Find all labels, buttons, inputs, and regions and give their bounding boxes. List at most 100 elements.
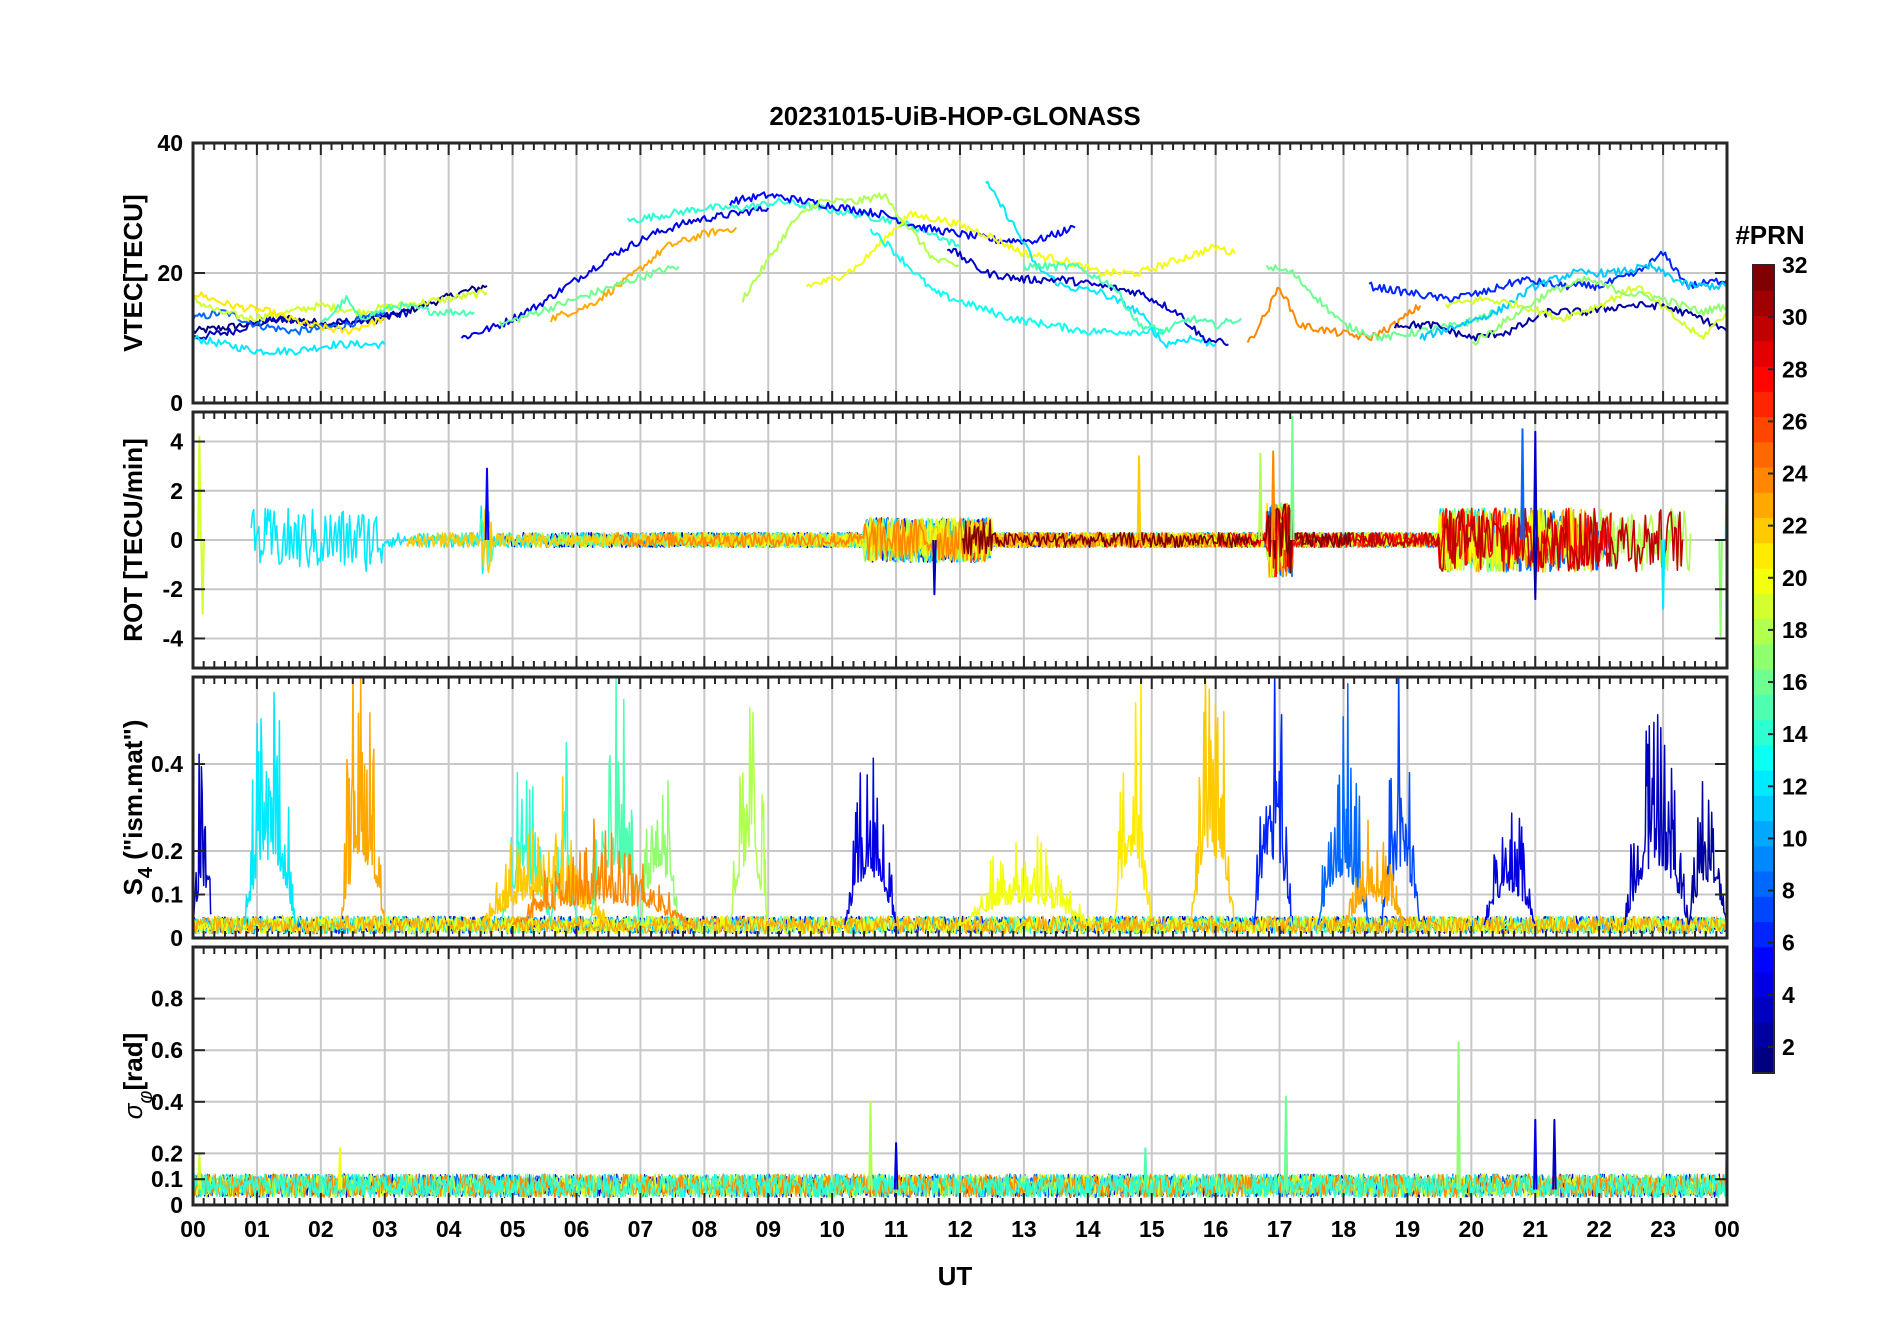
s4-burst-prn-22 (1189, 677, 1236, 926)
x-tick-label: 03 (372, 1216, 398, 1242)
vtec-series-prn-12 (193, 334, 386, 356)
x-tick-label: 20 (1459, 1216, 1485, 1242)
sigma-spike (337, 1147, 343, 1190)
rot-spike (1533, 430, 1538, 541)
s4-burst-prn-3 (193, 753, 212, 926)
colorbar-segment (1753, 441, 1774, 468)
colorbar-segment (1753, 921, 1774, 948)
y-tick-label: 0.2 (151, 838, 183, 864)
vtec-series-prn-24 (1246, 286, 1422, 343)
colorbar-tick-label: 12 (1782, 773, 1808, 799)
s4-burst-prn-24 (511, 818, 692, 926)
colorbar-tick-label: 26 (1782, 408, 1808, 434)
vtec-series-prn-11 (1419, 261, 1727, 341)
y-tick-label: 0.1 (151, 882, 183, 908)
colorbar-title: #PRN (1735, 220, 1804, 250)
s4-baseline-prn-20 (193, 915, 1727, 935)
vtec-series-prn-16 (498, 265, 680, 328)
rot-spike (1533, 539, 1538, 601)
x-tick-label: 04 (436, 1216, 462, 1242)
rot-spike (200, 539, 205, 615)
chart-title: 20231015-UiB-HOP-GLONASS (769, 101, 1140, 131)
colorbar-segment (1753, 340, 1774, 367)
s4-burst-prn-23 (1342, 819, 1408, 926)
x-tick-label: 12 (947, 1216, 973, 1242)
y-tick-label: 0 (170, 1192, 183, 1218)
vtec-series-prn-15 (1022, 261, 1242, 335)
x-tick-label: 13 (1011, 1216, 1037, 1242)
x-tick-label: 11 (884, 1216, 909, 1242)
panel-vtec: 0 20 40 VTEC[TECU] (118, 130, 1729, 416)
s4-burst-prn-18 (729, 706, 769, 926)
vtec-series-prn-20 (805, 210, 1236, 288)
colorbar-tick-label: 24 (1782, 461, 1808, 487)
s4-burst-prn-23 (339, 677, 386, 926)
rot-spike (1258, 452, 1263, 541)
vtec-series-prn-19 (193, 288, 488, 323)
rot-spike (1270, 450, 1276, 541)
colorbar-segment (1753, 643, 1774, 670)
y-axis-label: ROT [TECU/min] (118, 438, 148, 642)
colorbar-segment (1753, 593, 1774, 620)
rot-spike (1660, 539, 1666, 610)
x-tick-label: 14 (1075, 1216, 1101, 1242)
colorbar-segment (1753, 719, 1774, 746)
vtec-series-prn-18 (741, 192, 961, 303)
colorbar-tick-label: 4 (1782, 982, 1795, 1008)
rot-spike (1290, 415, 1295, 541)
vtec-series-prn-8 (193, 309, 386, 336)
y-tick-label: 0.6 (151, 1037, 183, 1063)
panel-s4: 0 0.1 0.2 0.4S4 ("ism.mat") (118, 675, 1729, 951)
colorbar-segment (1753, 744, 1774, 771)
x-tick-label: 02 (308, 1216, 334, 1242)
rot-spike (197, 435, 202, 541)
sigma-spike (893, 1142, 899, 1190)
sigma-spike (1533, 1118, 1538, 1190)
y-tick-label: 0.4 (151, 751, 183, 777)
vtec-series-prn-21 (193, 291, 385, 336)
s4-burst-prn-7 (1381, 677, 1421, 926)
s4-burst-prn-17 (639, 779, 680, 926)
colorbar-segment (1753, 997, 1774, 1024)
colorbar-tick-label: 30 (1782, 304, 1808, 330)
s4-burst-prn-12 (243, 691, 296, 926)
x-tick-label: 15 (1139, 1216, 1165, 1242)
y-tick-label: -4 (163, 625, 184, 651)
colorbar-segment (1753, 795, 1774, 822)
vtec-series-prn-1 (193, 284, 488, 334)
colorbar-segment (1753, 467, 1774, 493)
y-tick-label: 0.8 (151, 986, 183, 1012)
rot-spike (1718, 539, 1723, 637)
y-tick-label: 0.1 (151, 1166, 183, 1192)
x-axis-label: UT (938, 1261, 973, 1291)
colorbar-tick-label: 16 (1782, 669, 1808, 695)
data-series (193, 180, 1727, 356)
x-tick-label: 08 (692, 1216, 718, 1242)
rot-series-prn-19 (666, 505, 1550, 574)
vtec-series-prn-13 (869, 228, 1166, 337)
vtec-series-prn-4 (460, 205, 770, 340)
sigma-spike (868, 1100, 873, 1190)
x-tick-label: 10 (819, 1216, 845, 1242)
colorbar-tick-label: 6 (1782, 930, 1795, 956)
vtec-series-prn-17 (1471, 275, 1727, 346)
colorbar-segment (1753, 871, 1774, 897)
y-axis-label: S4 ("ism.mat") (118, 720, 157, 896)
colorbar-segment (1753, 265, 1774, 291)
colorbar-segment (1753, 542, 1774, 569)
x-tick-label: 06 (564, 1216, 590, 1242)
colorbar-tick-label: 20 (1782, 565, 1808, 591)
sigma-spike (1552, 1118, 1557, 1190)
colorbar-segment (1753, 896, 1774, 923)
x-tick-label: 22 (1586, 1216, 1612, 1242)
vtec-series-prn-15 (320, 295, 475, 323)
vtec-series-prn-3 (947, 247, 1229, 347)
data-series (193, 1041, 1727, 1198)
vtec-series-prn-12 (985, 180, 1217, 349)
colorbar-tick-label: 28 (1782, 356, 1808, 382)
sigma-spike (1283, 1095, 1289, 1190)
y-tick-label: 0.4 (151, 1089, 183, 1115)
x-tick-label: 00 (1714, 1216, 1740, 1242)
colorbar-tick-label: 22 (1782, 513, 1808, 539)
